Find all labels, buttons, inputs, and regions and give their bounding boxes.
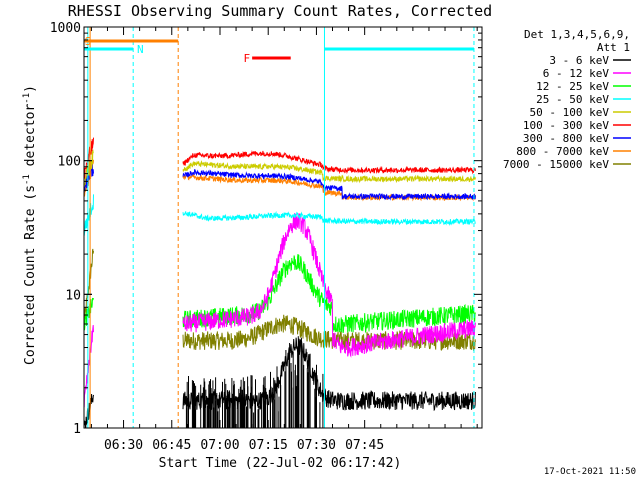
- y-axis-label-part3: ): [23, 85, 38, 93]
- series-9-trace: [182, 150, 476, 175]
- x-tick-label: 07:30: [297, 438, 336, 453]
- series-8-trace: [182, 160, 476, 184]
- x-tick-label: 07:45: [345, 438, 384, 453]
- plot-frame: [83, 26, 483, 429]
- y-tick-label: 100: [58, 155, 81, 170]
- series-4-trace: [182, 213, 476, 358]
- series-7-trace: [182, 169, 476, 201]
- y-tick-label: 1000: [50, 21, 81, 36]
- y-axis-label-sup2: -1: [22, 93, 32, 104]
- axis-ticks: 1 10 100 1000 06:30 06:45 07:00 07:15 07:30 07:45: [50, 21, 482, 453]
- legend-entry-label: 7000 - 15000 keV: [503, 158, 609, 171]
- legend-entry-label: 3 - 6 keV: [549, 54, 609, 67]
- x-axis-label: Start Time (22-Jul-02 06:17:42): [159, 456, 402, 471]
- legend-entry-label: 6 - 12 keV: [543, 67, 610, 80]
- series-5-early-trace: [83, 194, 94, 236]
- series-5-trace: [182, 210, 476, 227]
- legend-title-line2: Att 1: [597, 41, 630, 54]
- series-3-early-trace: [83, 297, 94, 331]
- series-4-early-trace: [83, 324, 94, 408]
- x-tick-label: 07:15: [249, 438, 288, 453]
- timestamp: 17-Oct-2021 11:50: [544, 467, 636, 477]
- night-bar-label: N: [137, 43, 144, 56]
- legend-entry-label: 50 - 100 keV: [530, 106, 610, 119]
- x-tick-label: 06:45: [152, 438, 191, 453]
- x-tick-label: 06:30: [104, 438, 143, 453]
- chart-title: RHESSI Observing Summary Count Rates, Co…: [68, 2, 492, 20]
- flare-bar-label: F: [243, 52, 250, 65]
- legend-entry-label: 300 - 800 keV: [523, 132, 609, 145]
- y-axis-label-sup1: -1: [22, 174, 32, 185]
- y-tick-label: 1: [73, 422, 81, 437]
- y-axis-label-part1: Corrected Count Rate (s: [23, 185, 38, 365]
- series-1-early-trace: [83, 248, 94, 324]
- y-axis-label: Corrected Count Rate (s-1 detector-1): [22, 85, 38, 365]
- x-tick-label: 07:00: [200, 438, 239, 453]
- series-9-early-trace: [83, 137, 94, 179]
- legend-entry-label: 25 - 50 keV: [536, 93, 609, 106]
- legend-title-line1: Det 1,3,4,5,6,9,: [524, 28, 630, 41]
- y-axis-label-part2: detector: [23, 104, 38, 175]
- plot-area: N S F: [83, 27, 476, 429]
- saa-bar-label: S: [85, 35, 92, 48]
- legend-entry-label: 12 - 25 keV: [536, 80, 609, 93]
- legend-entry-label: 100 - 300 keV: [523, 119, 609, 132]
- legend-entry-label: 800 - 7000 keV: [516, 145, 609, 158]
- y-tick-label: 10: [65, 288, 81, 303]
